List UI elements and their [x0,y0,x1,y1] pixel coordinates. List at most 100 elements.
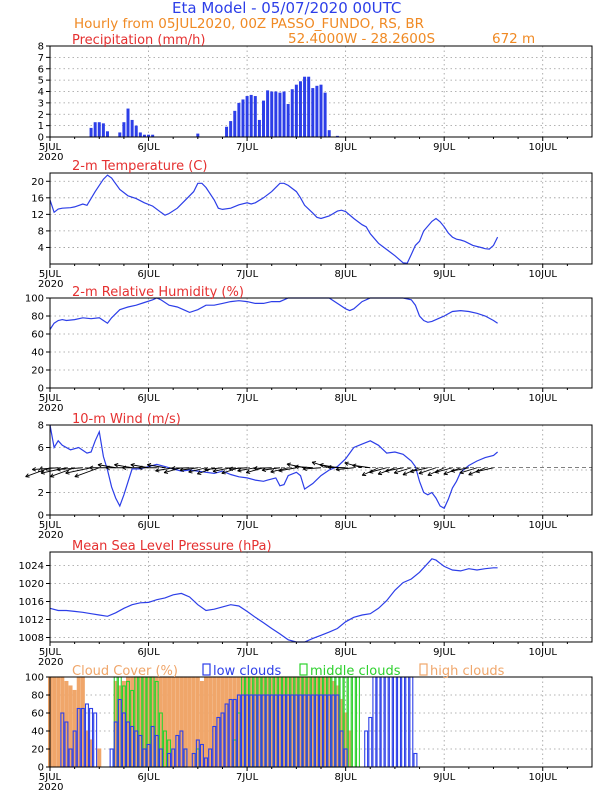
wind-title: 10-m Wind (m/s) [72,412,181,427]
low-cloud-bar [368,716,373,768]
wind-arrowhead [32,467,37,472]
precip-bar [290,89,294,137]
x-tick-label: 10JUL [528,647,557,658]
x-tick-label: 7JUL [236,393,259,404]
precip-bar [101,123,105,137]
precip-bar [249,94,253,137]
wind-arrow [114,464,133,469]
x-year-label: 2020 [38,152,63,163]
high-cloud-bar [56,676,61,768]
precip-bar [311,88,315,137]
precip-bar [241,99,245,137]
wind-arrow [97,464,116,469]
y-tick-label: 1008 [19,633,44,644]
precip-bar [253,96,257,137]
wind-arrowhead [344,461,349,466]
x-tick-label: 9JUL [433,772,456,783]
precip-bar [262,100,266,137]
wind-arrow [393,467,412,474]
wind-arrowhead [459,469,464,475]
wind-arrowhead [40,470,45,475]
x-tick-label: 7JUL [236,772,259,783]
x-year-label: 2020 [38,403,63,414]
wind-arrowhead [377,470,383,476]
y-tick-label: 8 [38,226,44,237]
x-tick-label: 6JUL [137,393,160,404]
y-tick-label: 1024 [19,561,44,572]
y-tick-label: 60 [31,709,44,720]
low-cloud-bar [405,676,410,768]
y-tick-label: 7 [38,53,44,64]
wind-arrow [130,464,149,469]
wind-arrow [459,467,478,474]
y-tick-label: 2 [38,488,44,499]
y-tick-label: 0 [38,763,44,774]
x-tick-label: 9JUL [433,647,456,658]
precipitation-title: Precipitation (mm/h) [72,33,205,48]
precip-bar [225,126,229,137]
wind-arrowhead [65,470,70,475]
wind-arrowhead [237,468,242,473]
precip-bar [319,84,323,137]
precip-bar [298,81,302,137]
x-tick-label: 6JUL [137,520,160,531]
precip-bar [237,102,241,137]
low-cloud-bar [109,748,114,768]
y-tick-label: 100 [25,673,44,684]
precip-bar [151,134,155,137]
precip-bar [286,104,290,137]
temperature-title: 2-m Temperature (C) [72,159,207,174]
low-cloud-bar [409,676,414,768]
precip-bar [274,91,278,137]
precip-bar [270,91,274,137]
wind-arrowhead [278,468,283,473]
cloud_cover-panel: 0 20 40 60 80 100 5JUL 6JUL 7JUL 8JUL 9JUL 10JUL 202… [25,663,593,792]
wind-arrowhead [475,468,480,474]
wind-arrowhead [352,463,357,468]
x-tick-label: 7JUL [236,269,259,280]
low-cloud-bar [397,676,402,768]
precip-bar [93,122,97,137]
x-tick-label: 5JUL [39,142,62,153]
wind-arrow [475,467,494,473]
x-tick-label: 7JUL [236,142,259,153]
wind-arrow [418,467,437,475]
wind-arrowhead [385,468,390,473]
x-tick-label: 5JUL [39,520,62,531]
y-tick-label: 0 [38,511,44,522]
wind-arrowhead [155,468,160,473]
precip-bar [303,76,307,137]
wind-arrowhead [212,468,218,473]
x-tick-label: 10JUL [528,393,557,404]
wind-arrowhead [270,469,275,474]
wind-arrowhead [97,463,102,468]
wind-arrow [229,467,248,470]
y-tick-label: 20 [31,745,44,756]
y-tick-label: 1016 [19,597,44,608]
precip-bar [327,130,331,137]
x-tick-label: 8JUL [335,647,358,658]
y-tick-label: 2 [38,110,44,121]
temperature-panel: 4 8 12 16 20 5JUL 6JUL 7JUL 8JUL 9JUL 10JUL 2020 2-m… [31,159,593,290]
y-tick-label: 80 [31,312,44,323]
y-tick-label: 40 [31,727,44,738]
wind-arrowhead [146,463,152,468]
wind-arrow [188,467,207,473]
wind-arrowhead [228,466,233,471]
wind-arrowhead [311,461,317,466]
model-title: Eta Model - 05/07/2020 00UTC [172,0,401,17]
legend-low-clouds-label: low clouds [213,664,282,679]
precip-bar [118,132,122,137]
precip-bar [138,132,142,137]
low-cloud-bar [388,676,393,768]
wind-arrow [410,467,428,473]
wind-arrow [212,467,231,472]
cloud_cover-title: Cloud Cover (%) [72,664,178,679]
wind-arrow [50,467,75,478]
temperature-line [49,174,499,264]
x-tick-label: 5JUL [39,393,62,404]
precip-bar [196,133,200,137]
precip-bar [134,125,138,137]
wind-arrow [204,467,223,471]
wind-arrowhead [427,471,432,476]
